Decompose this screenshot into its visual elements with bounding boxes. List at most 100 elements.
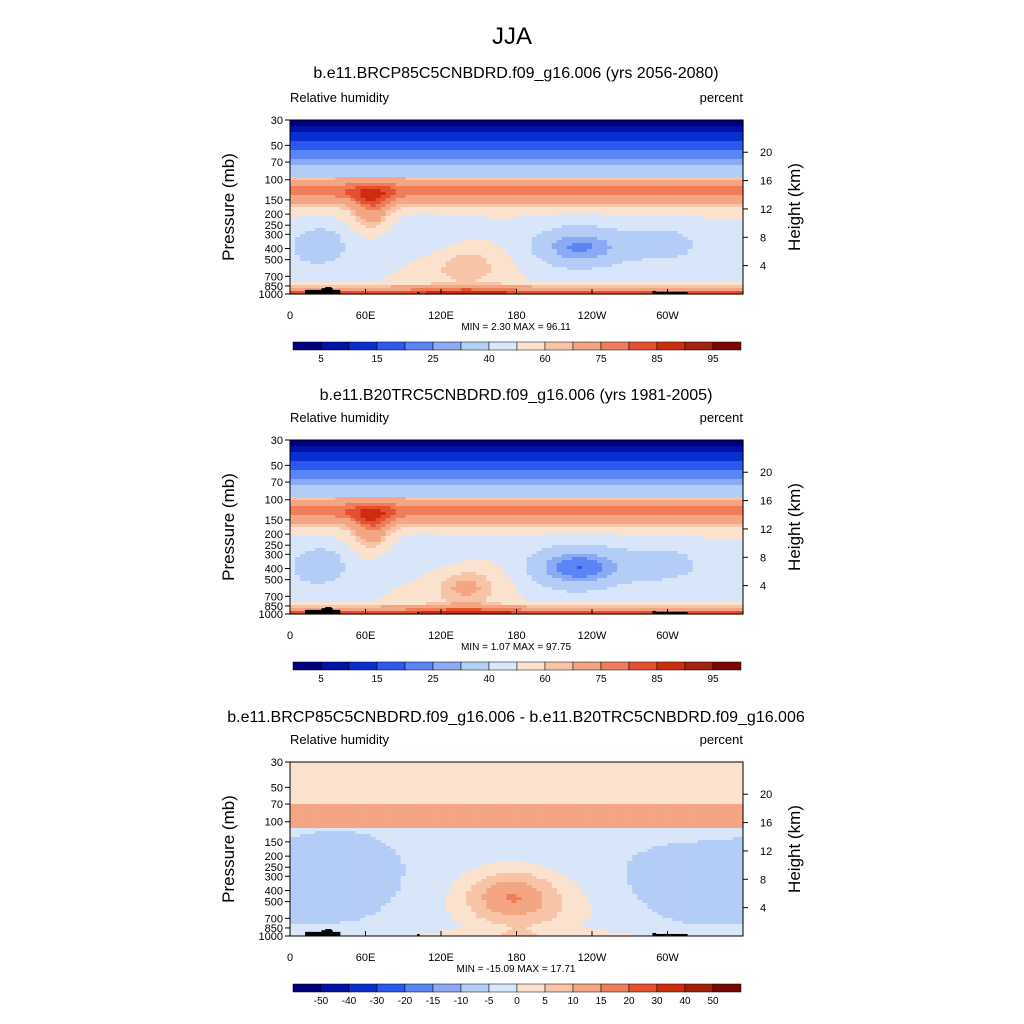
contour-cell <box>461 138 467 142</box>
contour-cell <box>300 147 306 151</box>
contour-cell <box>415 144 422 148</box>
contour-cell <box>667 219 674 223</box>
contour-cell <box>476 177 482 181</box>
contour-cell <box>612 195 618 199</box>
contour-cell <box>315 183 321 187</box>
contour-cell <box>415 198 422 202</box>
contour-cell <box>295 159 301 163</box>
contour-cell <box>722 213 729 217</box>
contour-cell <box>320 144 326 148</box>
contour-cell <box>541 144 548 148</box>
contour-cell <box>385 138 392 142</box>
contour-cell <box>702 225 709 229</box>
contour-cell <box>597 168 603 172</box>
contour-cell <box>592 219 598 223</box>
contour-cell <box>526 219 533 223</box>
contour-cell <box>526 186 533 190</box>
contour-cell <box>707 171 714 175</box>
contour-cell <box>707 141 714 145</box>
contour-cell <box>506 219 513 223</box>
contour-cell <box>712 177 719 181</box>
contour-cell <box>586 207 593 211</box>
contour-cell <box>677 165 684 169</box>
contour-cell <box>395 189 402 193</box>
contour-cell <box>637 192 643 196</box>
contour-cell <box>435 186 442 190</box>
contour-cell <box>415 147 422 151</box>
contour-cell <box>556 174 563 178</box>
contour-cell <box>727 153 734 157</box>
contour-cell <box>717 171 724 175</box>
contour-cell <box>602 204 608 208</box>
contour-cell <box>395 222 402 226</box>
contour-cell <box>702 129 709 133</box>
contour-cell <box>430 135 437 139</box>
contour-cell <box>491 222 497 226</box>
contour-cell <box>476 174 482 178</box>
contour-cell <box>531 168 538 172</box>
contour-cell <box>556 213 563 217</box>
contour-cell <box>652 198 659 202</box>
contour-cell <box>506 180 513 184</box>
contour-cell <box>375 216 382 220</box>
contour-cell <box>737 198 744 202</box>
contour-cell <box>581 180 588 184</box>
contour-cell <box>345 141 351 145</box>
contour-cell <box>722 192 729 196</box>
contour-cell <box>325 180 331 184</box>
contour-cell <box>576 186 583 190</box>
contour-cell <box>496 165 502 169</box>
contour-cell <box>566 183 573 187</box>
contour-cell <box>597 153 603 157</box>
contour-cell <box>441 129 447 133</box>
contour-cell <box>390 192 397 196</box>
contour-cell <box>597 144 603 148</box>
contour-cell <box>571 207 578 211</box>
contour-cell <box>511 204 518 208</box>
contour-cell <box>290 225 296 229</box>
contour-cell <box>566 129 573 133</box>
contour-cell <box>375 138 382 142</box>
contour-cell <box>576 129 583 133</box>
contour-cell <box>687 138 694 142</box>
contour-cell <box>486 174 492 178</box>
contour-cell <box>602 186 608 190</box>
contour-cell <box>732 198 739 202</box>
contour-cell <box>511 156 518 160</box>
contour-cell <box>420 123 427 127</box>
contour-cell <box>380 123 387 127</box>
contour-cell <box>506 138 513 142</box>
contour-cell <box>506 210 513 214</box>
contour-cell <box>702 168 709 172</box>
contour-cell <box>441 159 447 163</box>
contour-cell <box>395 174 402 178</box>
contour-cell <box>471 156 477 160</box>
contour-cell <box>637 195 643 199</box>
contour-cell <box>722 198 729 202</box>
contour-cell <box>305 207 311 211</box>
contour-cell <box>682 198 689 202</box>
contour-cell <box>667 216 674 220</box>
contour-cell <box>415 168 422 172</box>
contour-cell <box>335 132 341 136</box>
contour-cell <box>697 219 704 223</box>
contour-cell <box>305 204 311 208</box>
contour-cell <box>320 147 326 151</box>
contour-cell <box>446 129 452 133</box>
contour-cell <box>687 156 694 160</box>
contour-cell <box>466 210 472 214</box>
contour-cell <box>737 189 744 193</box>
contour-cell <box>541 189 548 193</box>
contour-cell <box>305 126 311 130</box>
contour-cell <box>612 210 618 214</box>
contour-cell <box>350 198 357 202</box>
contour-cell <box>290 123 296 127</box>
contour-cell <box>627 219 633 223</box>
contour-cell <box>657 156 664 160</box>
contour-cell <box>602 216 608 220</box>
contour-cell <box>667 159 674 163</box>
contour-cell <box>410 189 417 193</box>
contour-cell <box>496 141 502 145</box>
contour-cell <box>612 219 618 223</box>
contour-cell <box>732 219 739 223</box>
